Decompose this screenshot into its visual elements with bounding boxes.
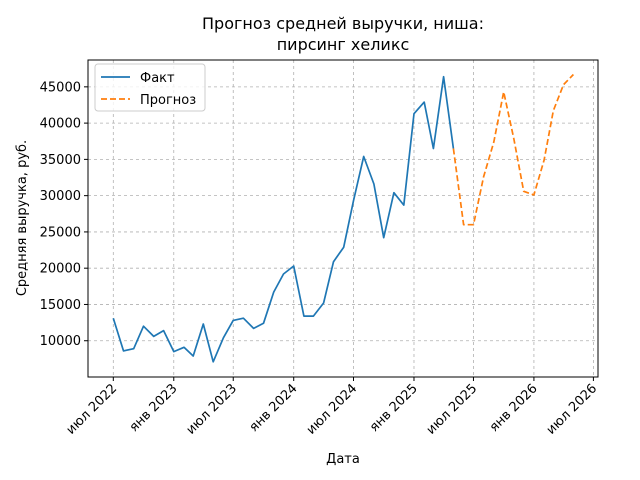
chart-title-line-2: пирсинг хеликс [277,35,410,54]
y-tick-label: 20000 [40,262,81,277]
y-tick-label: 45000 [40,80,81,95]
legend-label-fact: Факт [140,71,175,86]
y-tick-label: 35000 [40,153,81,168]
x-axis: июл 2022 янв 2023 июл 2023 янв 2024 июл 2024… [64,377,601,438]
series-group [112,73,575,363]
legend-label-forecast: Прогноз [140,93,196,108]
x-tick-label: июл 2023 [184,381,241,438]
x-tick-label: июл 2022 [64,381,121,438]
series-line-fact [112,75,455,363]
grid [88,60,598,377]
x-tick-label: янв 2024 [247,381,301,435]
x-tick-label: июл 2026 [544,381,601,438]
plot-frame [87,59,599,378]
legend: Факт Прогноз [94,63,206,112]
y-axis: 10000 15000 20000 25000 30000 35000 40000 45000 [40,80,88,349]
x-tick-label: июл 2024 [304,381,361,438]
y-tick-label: 10000 [40,334,81,349]
y-axis-label: Средняя выручка, руб. [15,140,30,296]
x-axis-label: Дата [326,452,360,467]
y-tick-label: 15000 [40,298,81,313]
y-tick-label: 25000 [40,225,81,240]
x-tick-label: янв 2025 [367,381,421,435]
series-line-forecast [452,73,575,226]
y-tick-label: 30000 [40,189,81,204]
y-tick-label: 40000 [40,117,81,132]
x-tick-label: янв 2026 [487,381,541,435]
x-tick-label: янв 2023 [127,381,181,435]
x-tick-label: июл 2025 [424,381,481,438]
chart-title-line-1: Прогноз средней выручки, ниша: [202,14,484,33]
